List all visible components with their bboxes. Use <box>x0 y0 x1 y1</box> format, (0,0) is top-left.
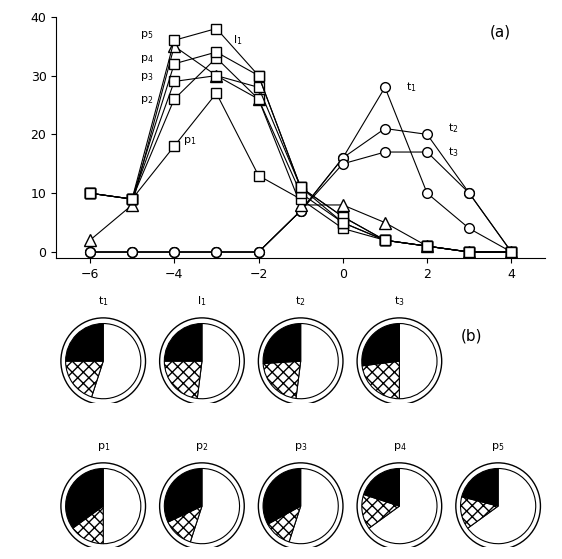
Wedge shape <box>263 468 301 524</box>
Wedge shape <box>66 324 103 361</box>
Wedge shape <box>164 468 202 522</box>
Wedge shape <box>197 324 239 399</box>
Wedge shape <box>103 468 141 544</box>
Text: p$_4$: p$_4$ <box>392 440 406 452</box>
Wedge shape <box>164 361 202 399</box>
Wedge shape <box>73 506 103 544</box>
Wedge shape <box>362 495 400 528</box>
Ellipse shape <box>357 463 442 549</box>
Text: p$_3$: p$_3$ <box>294 440 307 452</box>
Text: p$_2$: p$_2$ <box>195 440 209 452</box>
Text: t$_3$: t$_3$ <box>448 145 459 159</box>
Ellipse shape <box>259 463 343 549</box>
Wedge shape <box>164 324 202 361</box>
Text: (b): (b) <box>460 329 482 344</box>
Text: l$_1$: l$_1$ <box>197 293 207 307</box>
Text: (a): (a) <box>490 24 511 39</box>
Wedge shape <box>92 324 141 399</box>
Text: p$_5$: p$_5$ <box>140 30 154 41</box>
Text: t$_1$: t$_1$ <box>98 293 108 307</box>
Ellipse shape <box>357 318 442 404</box>
Wedge shape <box>369 468 437 544</box>
Wedge shape <box>289 468 338 544</box>
Text: t$_1$: t$_1$ <box>406 80 417 94</box>
Ellipse shape <box>61 318 146 404</box>
Wedge shape <box>268 506 301 542</box>
Wedge shape <box>364 468 400 506</box>
Wedge shape <box>296 324 338 399</box>
Text: p$_3$: p$_3$ <box>140 70 154 83</box>
Text: p$_5$: p$_5$ <box>491 440 505 452</box>
Wedge shape <box>362 324 400 366</box>
Text: p$_2$: p$_2$ <box>140 94 154 106</box>
Wedge shape <box>191 468 239 544</box>
Wedge shape <box>362 361 400 399</box>
Wedge shape <box>460 497 498 528</box>
Ellipse shape <box>160 318 244 404</box>
Wedge shape <box>462 468 498 506</box>
Ellipse shape <box>160 463 244 549</box>
Wedge shape <box>66 361 103 397</box>
Text: p$_1$: p$_1$ <box>97 440 110 452</box>
Text: l$_1$: l$_1$ <box>233 33 243 47</box>
Ellipse shape <box>456 463 541 549</box>
Wedge shape <box>66 468 103 528</box>
Text: p$_4$: p$_4$ <box>140 53 154 65</box>
Wedge shape <box>400 324 437 399</box>
Wedge shape <box>263 324 301 363</box>
Text: t$_2$: t$_2$ <box>448 121 459 135</box>
Wedge shape <box>263 361 301 399</box>
Ellipse shape <box>61 463 146 549</box>
Ellipse shape <box>259 318 343 404</box>
Wedge shape <box>468 468 536 544</box>
Text: t$_2$: t$_2$ <box>296 293 306 307</box>
Text: p$_1$: p$_1$ <box>183 135 196 147</box>
Wedge shape <box>168 506 202 542</box>
Text: t$_3$: t$_3$ <box>394 293 405 307</box>
